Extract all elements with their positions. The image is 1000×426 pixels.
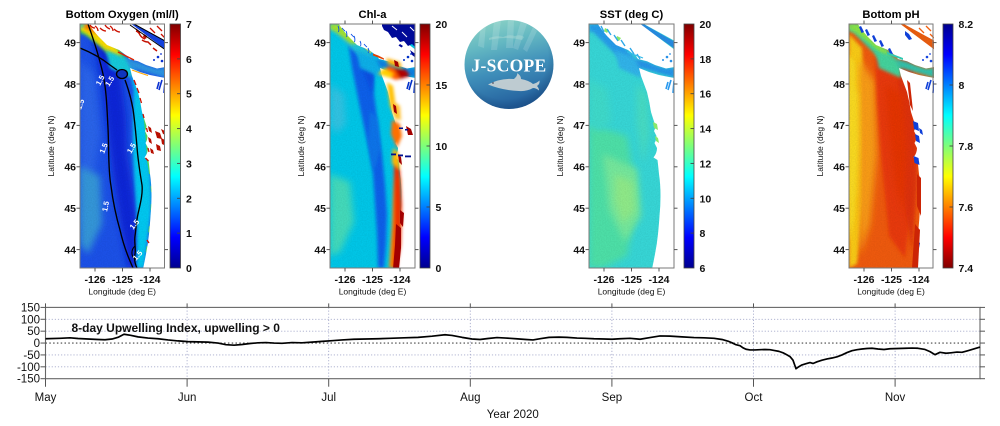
svg-text:100: 100 xyxy=(21,314,40,326)
svg-text:Longitude (deg E): Longitude (deg E) xyxy=(857,287,925,297)
svg-text:44: 44 xyxy=(314,244,326,256)
svg-text:Latitude (deg N): Latitude (deg N) xyxy=(815,115,825,176)
svg-text:5: 5 xyxy=(436,202,442,214)
svg-text:-126: -126 xyxy=(334,274,355,286)
svg-text:J-SCOPE: J-SCOPE xyxy=(471,56,546,76)
svg-text:1.5: 1.5 xyxy=(94,73,107,86)
svg-text:46: 46 xyxy=(833,162,845,174)
svg-text:0: 0 xyxy=(436,263,442,275)
svg-text:Longitude (deg E): Longitude (deg E) xyxy=(88,287,156,297)
svg-text:Jul: Jul xyxy=(321,392,336,404)
svg-text:7.8: 7.8 xyxy=(959,141,974,153)
svg-text:-126: -126 xyxy=(853,274,874,286)
svg-text:16: 16 xyxy=(700,89,712,101)
svg-text:1.5: 1.5 xyxy=(74,98,86,111)
svg-text:SST (deg C): SST (deg C) xyxy=(600,9,664,21)
svg-text:47: 47 xyxy=(833,120,845,132)
svg-text:10: 10 xyxy=(436,141,448,153)
svg-text:10: 10 xyxy=(700,193,712,205)
svg-text:-125: -125 xyxy=(362,274,383,286)
svg-text:8: 8 xyxy=(700,228,706,240)
svg-text:46: 46 xyxy=(64,162,76,174)
svg-text:48: 48 xyxy=(314,79,326,91)
svg-text:Longitude (deg E): Longitude (deg E) xyxy=(598,287,666,297)
svg-text:8.2: 8.2 xyxy=(959,19,974,31)
svg-text:47: 47 xyxy=(64,120,76,132)
svg-text:2: 2 xyxy=(186,193,192,205)
svg-text:15: 15 xyxy=(436,80,448,92)
svg-text:-124: -124 xyxy=(648,274,669,286)
svg-text:-50: -50 xyxy=(23,350,40,362)
svg-text:Aug: Aug xyxy=(460,392,480,404)
svg-text:20: 20 xyxy=(436,19,448,31)
svg-text:47: 47 xyxy=(314,120,326,132)
svg-text:8-day Upwelling Index, upwelli: 8-day Upwelling Index, upwelling > 0 xyxy=(72,321,281,335)
svg-text:-124: -124 xyxy=(389,274,410,286)
svg-text:20: 20 xyxy=(700,19,712,31)
svg-text:47: 47 xyxy=(573,120,585,132)
svg-text:49: 49 xyxy=(573,37,585,49)
svg-text:44: 44 xyxy=(573,244,585,256)
svg-text:45: 45 xyxy=(833,203,845,215)
svg-text:-124: -124 xyxy=(908,274,929,286)
svg-text:50: 50 xyxy=(27,326,40,338)
svg-text:Latitude (deg N): Latitude (deg N) xyxy=(296,115,306,176)
svg-text:Jun: Jun xyxy=(178,392,197,404)
svg-text:49: 49 xyxy=(314,37,326,49)
svg-text:-124: -124 xyxy=(139,274,160,286)
svg-text:46: 46 xyxy=(314,162,326,174)
svg-text:12: 12 xyxy=(700,158,712,170)
svg-text:Year 2020: Year 2020 xyxy=(487,409,539,421)
svg-text:48: 48 xyxy=(833,79,845,91)
svg-text:5: 5 xyxy=(186,89,192,101)
svg-text:7.4: 7.4 xyxy=(959,263,974,275)
svg-text:44: 44 xyxy=(833,244,845,256)
svg-text:7.6: 7.6 xyxy=(959,202,974,214)
svg-text:-126: -126 xyxy=(84,274,105,286)
svg-text:Longitude (deg E): Longitude (deg E) xyxy=(339,287,407,297)
svg-text:Bottom pH: Bottom pH xyxy=(862,9,919,21)
svg-text:Bottom Oxygen (ml/l): Bottom Oxygen (ml/l) xyxy=(66,9,179,21)
svg-text:-125: -125 xyxy=(112,274,133,286)
svg-text:14: 14 xyxy=(700,124,712,136)
svg-text:1.5: 1.5 xyxy=(100,200,111,212)
svg-text:49: 49 xyxy=(833,37,845,49)
svg-text:7: 7 xyxy=(186,19,192,31)
svg-text:0: 0 xyxy=(186,263,192,275)
svg-text:3: 3 xyxy=(186,158,192,170)
svg-text:-126: -126 xyxy=(593,274,614,286)
svg-text:1: 1 xyxy=(186,228,192,240)
svg-text:Oct: Oct xyxy=(745,392,764,404)
svg-text:-125: -125 xyxy=(881,274,902,286)
svg-text:48: 48 xyxy=(64,79,76,91)
svg-text:Nov: Nov xyxy=(885,392,906,404)
svg-text:-125: -125 xyxy=(621,274,642,286)
svg-text:0: 0 xyxy=(34,338,40,350)
svg-text:46: 46 xyxy=(573,162,585,174)
svg-text:May: May xyxy=(35,392,57,404)
svg-text:49: 49 xyxy=(64,37,76,49)
svg-text:-100: -100 xyxy=(17,362,40,374)
svg-text:6: 6 xyxy=(186,54,192,66)
svg-text:-150: -150 xyxy=(17,374,40,386)
svg-text:45: 45 xyxy=(314,203,326,215)
svg-text:44: 44 xyxy=(64,244,76,256)
svg-text:45: 45 xyxy=(573,203,585,215)
svg-text:1.5: 1.5 xyxy=(98,142,110,155)
svg-text:8: 8 xyxy=(959,80,965,92)
svg-text:Sep: Sep xyxy=(602,392,622,404)
svg-text:45: 45 xyxy=(64,203,76,215)
svg-text:Latitude (deg N): Latitude (deg N) xyxy=(555,115,565,176)
svg-text:18: 18 xyxy=(700,54,712,66)
svg-text:150: 150 xyxy=(21,302,40,314)
svg-text:Latitude (deg N): Latitude (deg N) xyxy=(46,115,56,176)
svg-text:4: 4 xyxy=(186,124,192,136)
svg-text:Chl-a: Chl-a xyxy=(359,9,388,21)
svg-text:48: 48 xyxy=(573,79,585,91)
svg-text:6: 6 xyxy=(700,263,706,275)
